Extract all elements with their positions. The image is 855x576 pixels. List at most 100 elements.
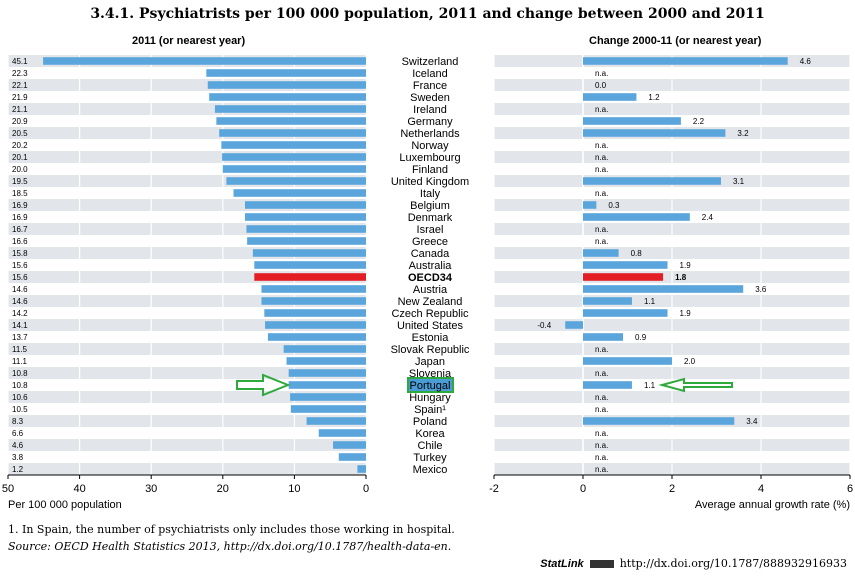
right-value-label: 0.3 [608, 201, 620, 210]
right-bar [583, 273, 664, 281]
left-value-label: 16.7 [12, 225, 28, 234]
right-value-label: 2.0 [684, 357, 696, 366]
right-bar [583, 201, 597, 209]
right-bar [565, 321, 583, 329]
left-axis-label: Per 100 000 population [8, 499, 122, 511]
left-value-label: 22.1 [12, 81, 28, 90]
country-label: Chile [417, 440, 442, 452]
left-bar [222, 153, 366, 161]
source-note: Source: OECD Health Statistics 2013, htt… [8, 540, 452, 553]
right-value-label: -0.4 [537, 321, 551, 330]
country-label: Canada [411, 248, 450, 260]
right-arrow-annotation [658, 377, 733, 393]
left-bar [306, 417, 366, 425]
country-label: Finland [412, 164, 448, 176]
left-bar [333, 441, 366, 449]
right-tick-label: 4 [758, 483, 764, 495]
left-value-label: 21.9 [12, 93, 28, 102]
portugal-highlight-box [407, 377, 454, 393]
left-row-band [8, 415, 366, 427]
left-value-label: 20.2 [12, 141, 28, 150]
country-label: New Zealand [398, 296, 463, 308]
left-bar [261, 285, 366, 293]
right-bar [583, 309, 668, 317]
left-row-band [8, 391, 366, 403]
left-value-label: 18.5 [12, 189, 28, 198]
right-value-label: 1.8 [675, 273, 687, 282]
left-bar [264, 309, 366, 317]
left-bar [226, 177, 366, 185]
right-value-label: 2.2 [693, 117, 705, 126]
left-bar [338, 453, 366, 461]
right-value-label: n.a. [595, 453, 608, 462]
left-bar [288, 369, 366, 377]
left-bar [286, 357, 366, 365]
left-value-label: 21.1 [12, 105, 28, 114]
right-value-label: 1.9 [680, 261, 692, 270]
country-label: Australia [409, 260, 453, 272]
left-bar [219, 129, 366, 137]
right-bar [583, 213, 690, 221]
left-value-label: 8.3 [12, 417, 24, 426]
right-value-label: 3.6 [755, 285, 767, 294]
right-bar [583, 357, 672, 365]
country-label: Switzerland [402, 56, 459, 68]
right-value-label: 1.2 [648, 93, 660, 102]
left-value-label: 11.5 [12, 345, 28, 354]
left-value-label: 15.8 [12, 249, 28, 258]
right-value-label: 1.1 [644, 381, 656, 390]
left-value-label: 20.1 [12, 153, 28, 162]
statlink-url[interactable]: http://dx.doi.org/10.1787/888932916933 [619, 557, 847, 570]
left-row-band [8, 463, 366, 475]
country-label: Luxembourg [399, 152, 460, 164]
left-bar [283, 345, 366, 353]
left-bar [216, 117, 366, 125]
right-value-label: 2.4 [702, 213, 714, 222]
country-label: United States [397, 320, 464, 332]
left-bar [357, 465, 366, 473]
statlink[interactable]: StatLink http://dx.doi.org/10.1787/888932… [540, 557, 847, 570]
country-label: Poland [413, 416, 447, 428]
right-bar [583, 285, 744, 293]
left-value-label: 10.5 [12, 405, 28, 414]
country-label-highlighted: Portugal [410, 380, 451, 392]
right-bar [583, 417, 735, 425]
right-value-label: 0.9 [635, 333, 647, 342]
right-value-label: n.a. [595, 393, 608, 402]
right-tick-label: 2 [669, 483, 675, 495]
right-value-label: n.a. [595, 369, 608, 378]
country-label: Slovak Republic [391, 344, 470, 356]
right-bar [583, 117, 681, 125]
country-label: Japan [415, 356, 445, 368]
right-tick-label: 0 [580, 483, 586, 495]
right-value-label: 0.8 [631, 249, 643, 258]
right-value-label: n.a. [595, 153, 608, 162]
country-label: Czech Republic [391, 308, 469, 320]
left-value-label: 4.6 [12, 441, 24, 450]
left-value-label: 6.6 [12, 429, 24, 438]
left-tick-label: 40 [73, 483, 85, 495]
right-panel-subtitle: Change 2000-11 (or nearest year) [589, 35, 762, 47]
statlink-icon [589, 560, 614, 568]
right-value-label: 1.1 [644, 297, 656, 306]
right-bar [583, 177, 721, 185]
left-bar [288, 381, 366, 389]
right-tick-label: 6 [847, 483, 853, 495]
right-bar [583, 381, 632, 389]
left-value-label: 11.1 [12, 357, 28, 366]
left-row-band [8, 439, 366, 451]
left-value-label: 15.6 [12, 261, 28, 270]
left-bar [221, 141, 366, 149]
chart-title: 3.4.1. Psychiatrists per 100 000 populat… [90, 6, 765, 22]
country-label: Denmark [408, 212, 453, 224]
left-value-label: 10.8 [12, 369, 28, 378]
right-value-label: n.a. [595, 405, 608, 414]
left-tick-label: 30 [145, 483, 157, 495]
left-value-label: 14.1 [12, 321, 28, 330]
chart-area: 45.1 Switzerland 4.6 22.3 Iceland n.a. 22.1 Fra… [2, 55, 853, 511]
country-label: Ireland [413, 104, 447, 116]
left-bar [233, 189, 366, 197]
left-bar [318, 429, 366, 437]
right-value-label: 0.0 [595, 81, 607, 90]
left-bar [207, 81, 366, 89]
